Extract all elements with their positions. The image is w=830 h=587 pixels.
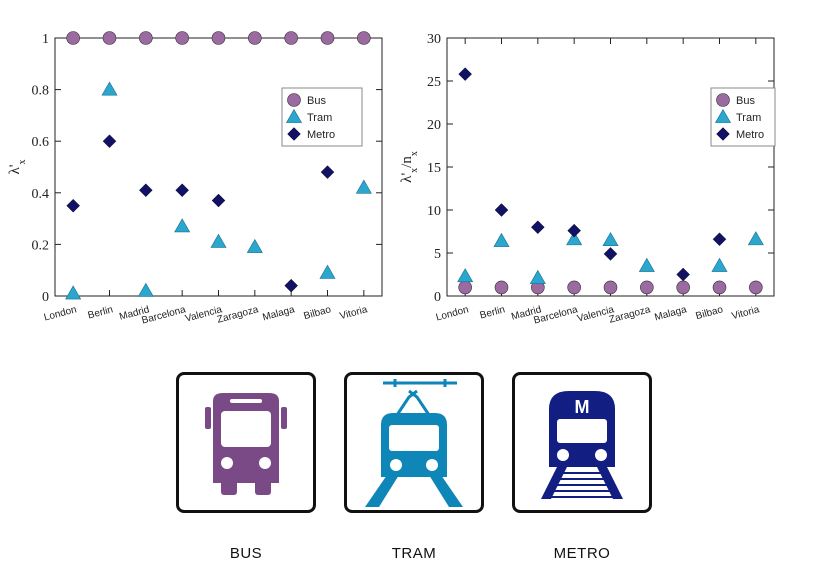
chart2-ytick-label: 30 (427, 32, 441, 47)
chart1-point-tram (355, 179, 372, 194)
chart1-ylabel: λ'x (7, 160, 28, 175)
chart2-legend-label-tram: Tram (736, 112, 761, 124)
chart1-point-metro (320, 165, 335, 179)
chart1-point-tram (65, 285, 82, 300)
bus-icon-box (176, 372, 316, 513)
chart1-point-bus (175, 31, 189, 45)
chart1-point-metro (211, 193, 226, 208)
chart2-point-metro (712, 232, 727, 247)
chart2-point-metro (458, 67, 472, 81)
chart1-point-bus (211, 31, 226, 45)
chart1-point-metro (284, 278, 298, 293)
chart1-legend-label-tram: Tram (307, 112, 332, 124)
chart1-point-bus (139, 31, 153, 45)
chart1-point-tram (246, 238, 263, 253)
chart1-legend-marker-metro (287, 127, 301, 141)
metro-label: METRO (553, 545, 611, 562)
chart2-point-tram (747, 231, 764, 246)
chart2-point-bus (494, 280, 509, 295)
chart1-point-bus (320, 31, 335, 45)
chart1-legend-label-bus: Bus (307, 95, 326, 107)
bus-icon (205, 393, 287, 495)
chart1-xtick-label: Berlin (87, 304, 115, 321)
chart1-ytick-label: 0.4 (32, 187, 50, 202)
chart1-plot-frame (54, 37, 383, 297)
chart1-point-tram (101, 81, 118, 96)
chart2-point-metro (603, 247, 618, 261)
chart2-xtick-label: Vitoria (731, 304, 761, 322)
chart2-point-tram (493, 232, 510, 247)
metro-icon: M (541, 391, 623, 499)
chart2-ytick-label: 15 (427, 161, 441, 176)
chart2-ytick-label: 25 (427, 75, 441, 90)
chart1-xtick-label: Zaragoza (216, 304, 260, 326)
chart2-point-tram (457, 268, 474, 283)
chart1-ytick-label: 0.6 (32, 135, 50, 150)
chart2-point-bus (749, 280, 763, 295)
chart2-legend-marker-metro (716, 127, 730, 141)
chart2-xtick-label: Bilbao (695, 304, 725, 322)
chart1-point-tram (319, 264, 336, 279)
chart1-point-metro (175, 183, 189, 198)
chart1-xtick-label: Bilbao (303, 304, 333, 322)
chart2-point-metro (531, 220, 545, 234)
chart2-ytick-label: 20 (427, 118, 441, 133)
chart2-point-tram (566, 231, 583, 246)
chart1-xtick-label: Vitoria (339, 304, 369, 322)
chart1-point-bus (66, 31, 80, 45)
chart2-legend-marker-tram (714, 108, 732, 123)
chart1-ytick-label: 0.8 (32, 84, 50, 99)
chart1-point-bus (284, 31, 298, 45)
chart2-ytick-label: 0 (434, 290, 441, 305)
chart2-legend-label-bus: Bus (736, 95, 755, 107)
chart1-legend-label-metro: Metro (307, 129, 335, 141)
chart2-point-bus (640, 280, 654, 295)
chart2-xtick-label: Zaragoza (608, 304, 652, 326)
chart2-point-bus (712, 280, 727, 295)
chart1-legend-marker-tram (285, 108, 303, 123)
chart2-point-tram (529, 269, 546, 284)
chart1-point-bus (357, 31, 371, 45)
chart2-point-tram (638, 257, 655, 272)
chart2-ylabel: λ'x/nx (399, 151, 420, 183)
chart2-point-bus (603, 280, 618, 295)
chart2-xtick-label: London (435, 304, 470, 323)
metro-icon-box: M (512, 372, 652, 513)
chart1-legend-marker-bus (287, 93, 301, 107)
chart1-point-metro (139, 183, 153, 198)
chart2-ytick-label: 10 (427, 204, 441, 219)
chart1-ytick-label: 0 (42, 290, 49, 305)
chart1-ytick-label: 1 (42, 32, 49, 47)
chart2-xtick-label: Berlin (479, 304, 507, 321)
chart2-point-metro (567, 223, 581, 238)
chart1-point-tram (210, 233, 227, 248)
chart2-point-metro (676, 267, 690, 282)
chart2-point-bus (676, 280, 690, 295)
metro-badge-letter: M (575, 397, 590, 417)
chart2-point-bus (567, 280, 581, 295)
bus-label: BUS (229, 545, 263, 562)
chart1-point-tram (174, 218, 191, 233)
chart1-point-metro (66, 198, 80, 213)
chart2-legend-label-metro: Metro (736, 129, 764, 141)
chart2-xtick-label: Malaga (653, 304, 688, 323)
chart2-point-tram (711, 257, 728, 272)
tram-icon (365, 379, 463, 507)
chart2-legend-marker-bus (716, 93, 730, 107)
chart2-point-metro (494, 203, 509, 217)
chart2-point-bus (458, 280, 472, 295)
chart1-ytick-label: 0.2 (32, 238, 50, 253)
chart1-point-tram (137, 282, 154, 297)
chart2-point-tram (602, 231, 619, 247)
chart1-point-bus (248, 31, 262, 45)
chart1-point-metro (102, 134, 117, 148)
chart2-ytick-label: 5 (434, 247, 441, 262)
chart1-point-bus (102, 31, 117, 45)
chart1-xtick-label: London (43, 304, 78, 323)
tram-icon-box (344, 372, 484, 513)
chart1-xtick-label: Malaga (261, 304, 296, 323)
tram-label: TRAM (391, 545, 437, 562)
